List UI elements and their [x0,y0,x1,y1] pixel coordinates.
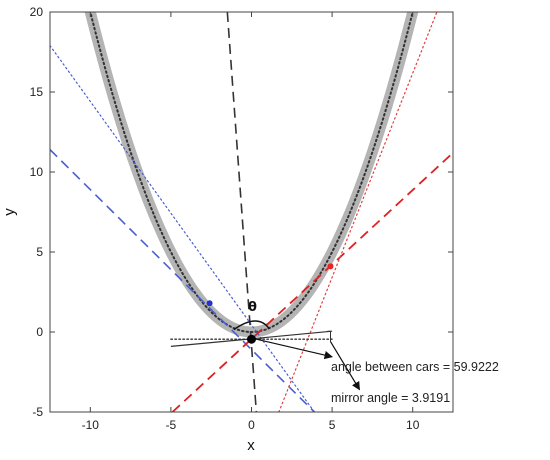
data-point-2 [247,334,256,344]
angle-bracket-mark [327,330,331,342]
series-dashed-blue-line [50,149,315,412]
arrow-to-angle-between-cars [256,338,333,360]
series-dotted-blue-line [50,45,315,412]
series-dotted-black-line [89,12,414,334]
x-tick-label: 5 [329,418,336,432]
y-tick-label: 10 [30,165,44,179]
series-dotted-red-line [278,12,438,412]
plot-area [50,12,453,412]
arrow-to-mirror-angle [329,341,361,391]
annotation-mirror-angle: mirror angle = 3.9191 [331,391,450,405]
annotation-angle-between-cars: angle between cars = 59.9222 [331,360,499,374]
y-tick-label: 15 [30,85,44,99]
y-tick-label: -5 [32,405,43,419]
series-dashed-black-line [226,12,258,412]
x-tick-label: -5 [166,418,177,432]
y-tick-label: 20 [30,5,44,19]
x-axis-label: x [247,437,255,454]
theta-label: θ [248,300,257,315]
data-point-1 [327,263,334,270]
tick-layer: -10 -5 0 5 10 -5 0 5 10 15 20 [30,5,453,432]
x-tick-label: 0 [248,418,255,432]
y-axis-label: y [1,208,18,216]
series-layer [50,12,453,412]
x-tick-label: 10 [406,418,420,432]
annotation-layer: θ angle between cars = 59.9222 mirror an… [206,263,499,405]
y-tick-label: 5 [36,245,43,259]
theta-arc [233,320,270,331]
y-tick-label: 0 [36,325,43,339]
x-tick-label: -10 [82,418,100,432]
data-point-0 [206,300,213,307]
